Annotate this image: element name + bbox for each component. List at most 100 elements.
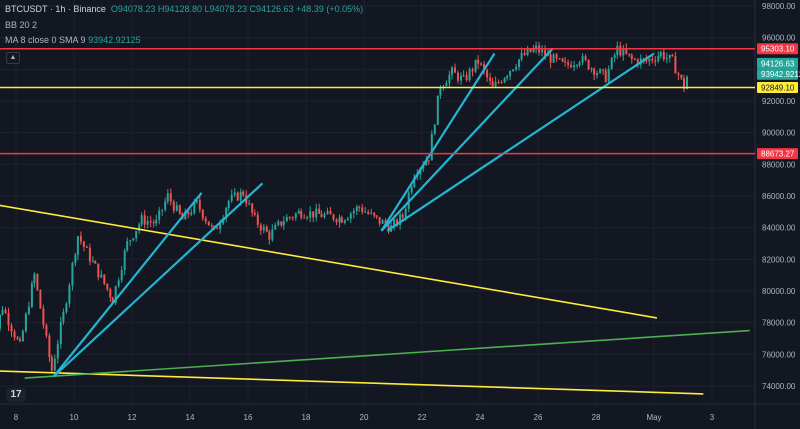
candle-body <box>427 160 430 162</box>
candle-body <box>636 59 639 65</box>
y-tick-label: 74000.00 <box>762 382 796 391</box>
candle-body <box>210 225 213 227</box>
bb-indicator-legend[interactable]: BB 20 2 <box>5 20 37 30</box>
candle-body <box>352 210 355 214</box>
y-tick-label: 78000.00 <box>762 319 796 328</box>
candle-body <box>430 133 433 161</box>
candle-body <box>561 58 564 62</box>
candle-body <box>355 206 358 211</box>
candle-body <box>271 229 274 240</box>
candle-body <box>146 221 149 225</box>
ma-indicator-legend[interactable]: MA 8 close 0 SMA 9 93942.92125 <box>5 35 141 45</box>
ma-indicator-label: MA 8 close 0 SMA 9 <box>5 35 86 45</box>
candle-body <box>143 215 146 225</box>
candle-body <box>494 81 497 87</box>
candle-body <box>486 70 489 78</box>
trendlines <box>0 47 750 395</box>
y-tick-label: 86000.00 <box>762 192 796 201</box>
candle-body <box>193 202 196 213</box>
candle-body <box>312 211 315 218</box>
trendline-cyan <box>52 182 264 378</box>
candle-body <box>18 339 21 342</box>
candle-body <box>50 357 53 371</box>
candle-body <box>578 62 581 66</box>
candle-body <box>282 221 285 226</box>
candle-body <box>515 67 518 70</box>
x-tick-label: 24 <box>476 413 485 422</box>
tradingview-logo-icon[interactable]: 17 <box>6 388 26 402</box>
candle-body <box>45 325 48 336</box>
candle-body <box>567 62 570 65</box>
collapse-legend-icon[interactable]: ▲ <box>6 52 20 64</box>
candle-body <box>686 76 688 90</box>
x-tick-label: 16 <box>244 413 253 422</box>
candle-body <box>216 227 219 229</box>
x-tick-label: 20 <box>360 413 369 422</box>
candle-body <box>262 226 265 231</box>
candle-body <box>166 193 169 202</box>
candle-body <box>256 214 259 225</box>
candle-body <box>164 201 167 210</box>
candle-body <box>103 274 106 284</box>
ma-price-tag <box>757 68 798 80</box>
y-tick-label: 82000.00 <box>762 255 796 264</box>
x-tick-label: 18 <box>302 413 311 422</box>
candle-body <box>584 56 587 60</box>
candle-body <box>549 54 552 63</box>
candle-body <box>0 314 1 329</box>
candle-body <box>195 200 198 203</box>
candle-body <box>56 344 59 359</box>
candle-body <box>445 83 448 87</box>
candle-body <box>33 274 36 284</box>
candle-body <box>30 283 33 307</box>
candle-body <box>280 221 283 226</box>
y-tick-label: 76000.00 <box>762 350 796 359</box>
candle-body <box>425 160 428 166</box>
candle-body <box>94 261 97 264</box>
candle-body <box>184 211 187 220</box>
candle-body <box>657 55 660 61</box>
ma-price-label: 93942.9212 <box>761 70 800 79</box>
candle-body <box>230 194 233 201</box>
candle-body <box>100 274 103 278</box>
candle-body <box>439 88 442 96</box>
candle-body <box>85 246 88 248</box>
candle-body <box>367 211 370 214</box>
candle-body <box>529 48 532 52</box>
candle-body <box>62 312 65 322</box>
candle-body <box>111 297 114 303</box>
candle-body <box>625 48 628 54</box>
candle-body <box>520 52 523 60</box>
candle-body <box>512 69 515 71</box>
candle-body <box>680 74 683 79</box>
candle-body <box>628 53 631 56</box>
candle-body <box>126 241 129 251</box>
candle-body <box>7 312 10 326</box>
candle-body <box>381 220 384 224</box>
candle-body <box>465 75 468 81</box>
level-price-tag <box>757 82 798 94</box>
x-tick-label: 12 <box>128 413 137 422</box>
candle-body <box>172 201 175 211</box>
candle-body <box>544 49 547 56</box>
candle-body <box>451 67 453 75</box>
candle-body <box>619 45 622 56</box>
candle-body <box>277 221 280 225</box>
ohlc-values: O94078.23 H94128.80 L94078.23 C94126.63 … <box>110 4 364 14</box>
candle-body <box>659 52 662 56</box>
candle-body <box>82 241 85 247</box>
candle-body <box>253 212 256 215</box>
candle-body <box>88 247 91 262</box>
candle-body <box>607 69 610 83</box>
level-price-tag <box>757 43 798 55</box>
candle-body <box>24 313 27 332</box>
candle-body <box>349 213 352 219</box>
symbol-title[interactable]: BTCUSDT · 1h · Binance <box>5 4 106 14</box>
candle-body <box>489 77 492 81</box>
candle-body <box>21 331 24 342</box>
candle-body <box>346 218 349 221</box>
x-tick-label: 8 <box>14 413 19 422</box>
candle-body <box>227 200 230 208</box>
